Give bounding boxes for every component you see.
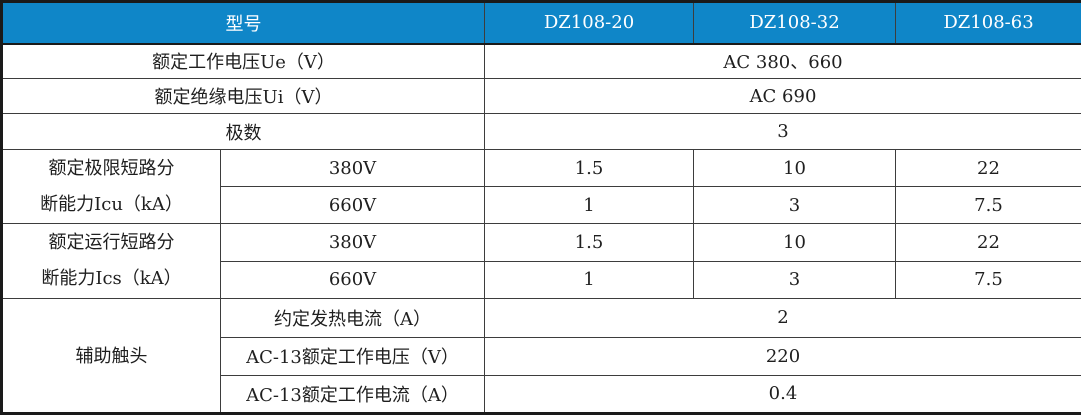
value-icu-380v-dz108-32: 10 [693, 149, 896, 188]
row-aux-ac13-current: AC-13额定工作电流（A） 0.4 [2, 374, 1081, 415]
value-poles: 3 [484, 113, 1081, 151]
row-aux-ac13-voltage: AC-13额定工作电压（V） 220 [2, 336, 1081, 376]
row-poles: 极数 3 [1, 113, 1081, 151]
sub-label-aux-thermal-current: 约定发热电流（A） [220, 297, 485, 338]
row-icu-380v: 额定极限短路分 断能力Icu（kA） 380V 1.5 10 22 [1, 149, 1081, 225]
value-aux-thermal-current: 2 [484, 297, 1081, 338]
value-ics-380v-dz108-32: 10 [693, 223, 896, 262]
value-ics-660v-dz108-20: 1 [484, 260, 694, 299]
value-ics-660v-dz108-63: 7.5 [895, 260, 1081, 299]
value-aux-ac13-voltage: 220 [484, 336, 1081, 376]
row-aux-thermal-current: 辅助触头 约定发热电流（A） 2 [1, 297, 1081, 415]
value-aux-ac13-current: 0.4 [484, 374, 1081, 415]
col-header-dz108-63: DZ108-63 [895, 0, 1081, 45]
row-label-rated-working-voltage: 额定工作电压Ue（V） [1, 43, 485, 80]
sub-label-icu-660v: 660V [220, 186, 485, 225]
sub-label-ics-380v: 380V [220, 223, 485, 262]
col-header-dz108-32: DZ108-32 [693, 0, 896, 45]
sub-label-aux-ac13-voltage: AC-13额定工作电压（V） [220, 336, 485, 376]
row-label-poles: 极数 [1, 113, 485, 151]
row-icu-660v: 660V 1 3 7.5 [2, 186, 1081, 225]
value-icu-660v-dz108-63: 7.5 [895, 186, 1081, 225]
group-label-ics: 额定运行短路分 断能力Ics（kA） [1, 223, 221, 299]
value-icu-660v-dz108-20: 1 [484, 186, 694, 225]
row-rated-insulation-voltage: 额定绝缘电压Ui（V） AC 690 [1, 78, 1081, 115]
header-row: 型号 DZ108-20 DZ108-32 DZ108-63 [1, 0, 1081, 45]
value-rated-insulation-voltage: AC 690 [484, 78, 1081, 115]
row-ics-660v: 660V 1 3 7.5 [2, 260, 1081, 299]
value-icu-660v-dz108-32: 3 [693, 186, 896, 225]
row-rated-working-voltage: 额定工作电压Ue（V） AC 380、660 [1, 43, 1081, 80]
value-rated-working-voltage: AC 380、660 [484, 43, 1081, 80]
group-label-aux: 辅助触头 [1, 297, 221, 415]
model-header-cell: 型号 [1, 0, 485, 45]
value-icu-380v-dz108-20: 1.5 [484, 149, 694, 188]
value-ics-660v-dz108-32: 3 [693, 260, 896, 299]
col-header-dz108-20: DZ108-20 [484, 0, 694, 45]
row-label-rated-insulation-voltage: 额定绝缘电压Ui（V） [1, 78, 485, 115]
sub-label-ics-660v: 660V [220, 260, 485, 299]
value-ics-380v-dz108-63: 22 [895, 223, 1081, 262]
sub-label-aux-ac13-current: AC-13额定工作电流（A） [220, 374, 485, 415]
row-ics-380v: 额定运行短路分 断能力Ics（kA） 380V 1.5 10 22 [1, 223, 1081, 299]
group-label-icu: 额定极限短路分 断能力Icu（kA） [1, 149, 221, 225]
sub-label-icu-380v: 380V [220, 149, 485, 188]
value-ics-380v-dz108-20: 1.5 [484, 223, 694, 262]
value-icu-380v-dz108-63: 22 [895, 149, 1081, 188]
